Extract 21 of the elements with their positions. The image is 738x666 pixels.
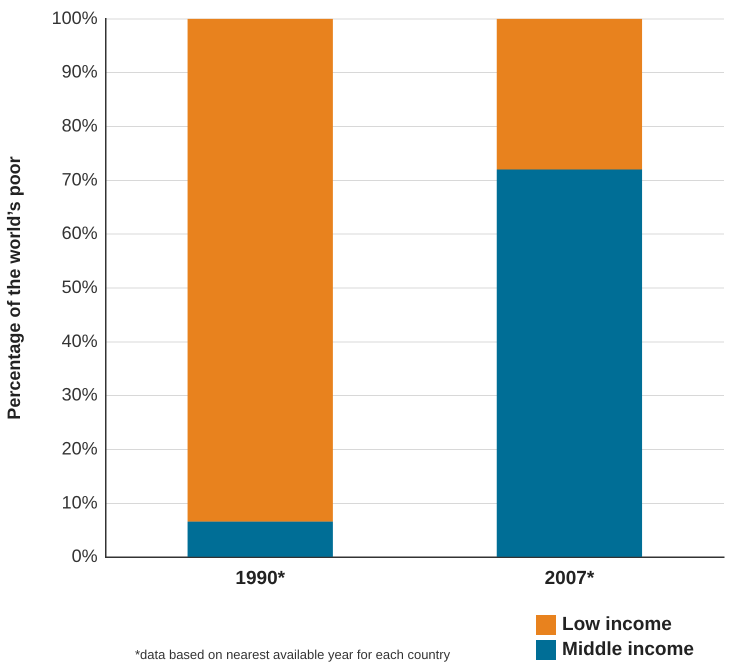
bar <box>496 170 642 557</box>
y-tick-label: 90% <box>62 62 98 82</box>
bar <box>188 522 333 557</box>
y-tick-label: 0% <box>72 546 98 566</box>
y-tick-label: 80% <box>62 115 98 136</box>
legend-label: Low income <box>562 614 672 636</box>
y-tick-label: 60% <box>62 223 98 244</box>
x-tick-label: 1990* <box>235 568 286 589</box>
y-tick-label: 10% <box>62 492 98 512</box>
bar <box>496 18 642 170</box>
text: *data based on nearest available year for each country <box>135 647 450 662</box>
y-axis-title: Percentage of the world’s poor <box>4 156 24 420</box>
y-tick-label: 20% <box>62 438 98 458</box>
x-tick-label: 2007* <box>544 568 595 589</box>
y-tick-label: 100% <box>52 8 98 28</box>
y-tick-label: 70% <box>62 169 98 190</box>
legend-label: Middle income <box>562 639 694 661</box>
y-tick-label: 50% <box>62 276 98 297</box>
y-tick-label: 30% <box>62 384 98 405</box>
y-tick-label: 40% <box>62 330 98 351</box>
bar <box>188 18 333 522</box>
